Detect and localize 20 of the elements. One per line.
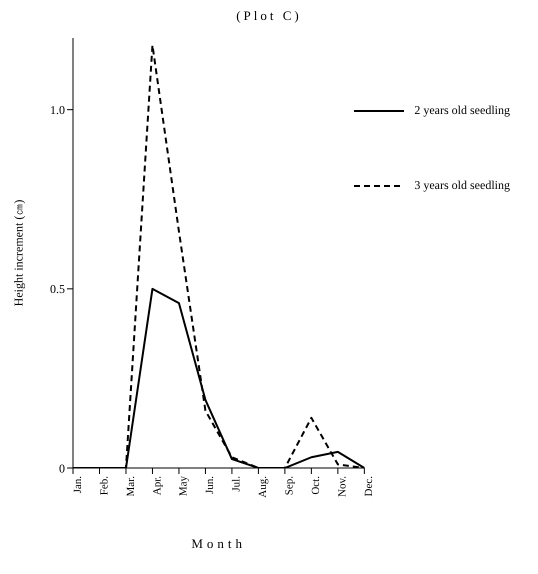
x-tick-label: Feb. xyxy=(98,476,110,496)
y-tick-label: 1.0 xyxy=(50,102,65,117)
y-tick-label: 0.5 xyxy=(50,282,65,296)
legend-label: 2 years old seedling xyxy=(414,103,510,118)
x-tick-label: Oct. xyxy=(310,476,322,495)
x-tick-label: Nov. xyxy=(336,476,349,497)
x-tick-label: Apr. xyxy=(151,476,164,496)
x-axis-title: Month xyxy=(191,536,246,551)
x-tick-label: Jun. xyxy=(204,476,216,494)
x-tick-label: Dec. xyxy=(363,476,376,496)
x-tick-label: Jan. xyxy=(72,476,84,494)
chart-title: (Plot C) xyxy=(235,8,303,25)
x-tick-label: Aug. xyxy=(257,476,270,498)
y-tick-label: 0 xyxy=(59,461,65,476)
x-tick-label: Sep. xyxy=(284,476,296,496)
legend-label: 3 years old seedling xyxy=(414,178,510,193)
x-tick-label: Mar. xyxy=(124,476,137,496)
x-tick-label: Jul. xyxy=(230,476,243,492)
x-tick-label: May xyxy=(178,476,190,496)
y-axis-title: Height increment (㎝) xyxy=(11,200,26,306)
